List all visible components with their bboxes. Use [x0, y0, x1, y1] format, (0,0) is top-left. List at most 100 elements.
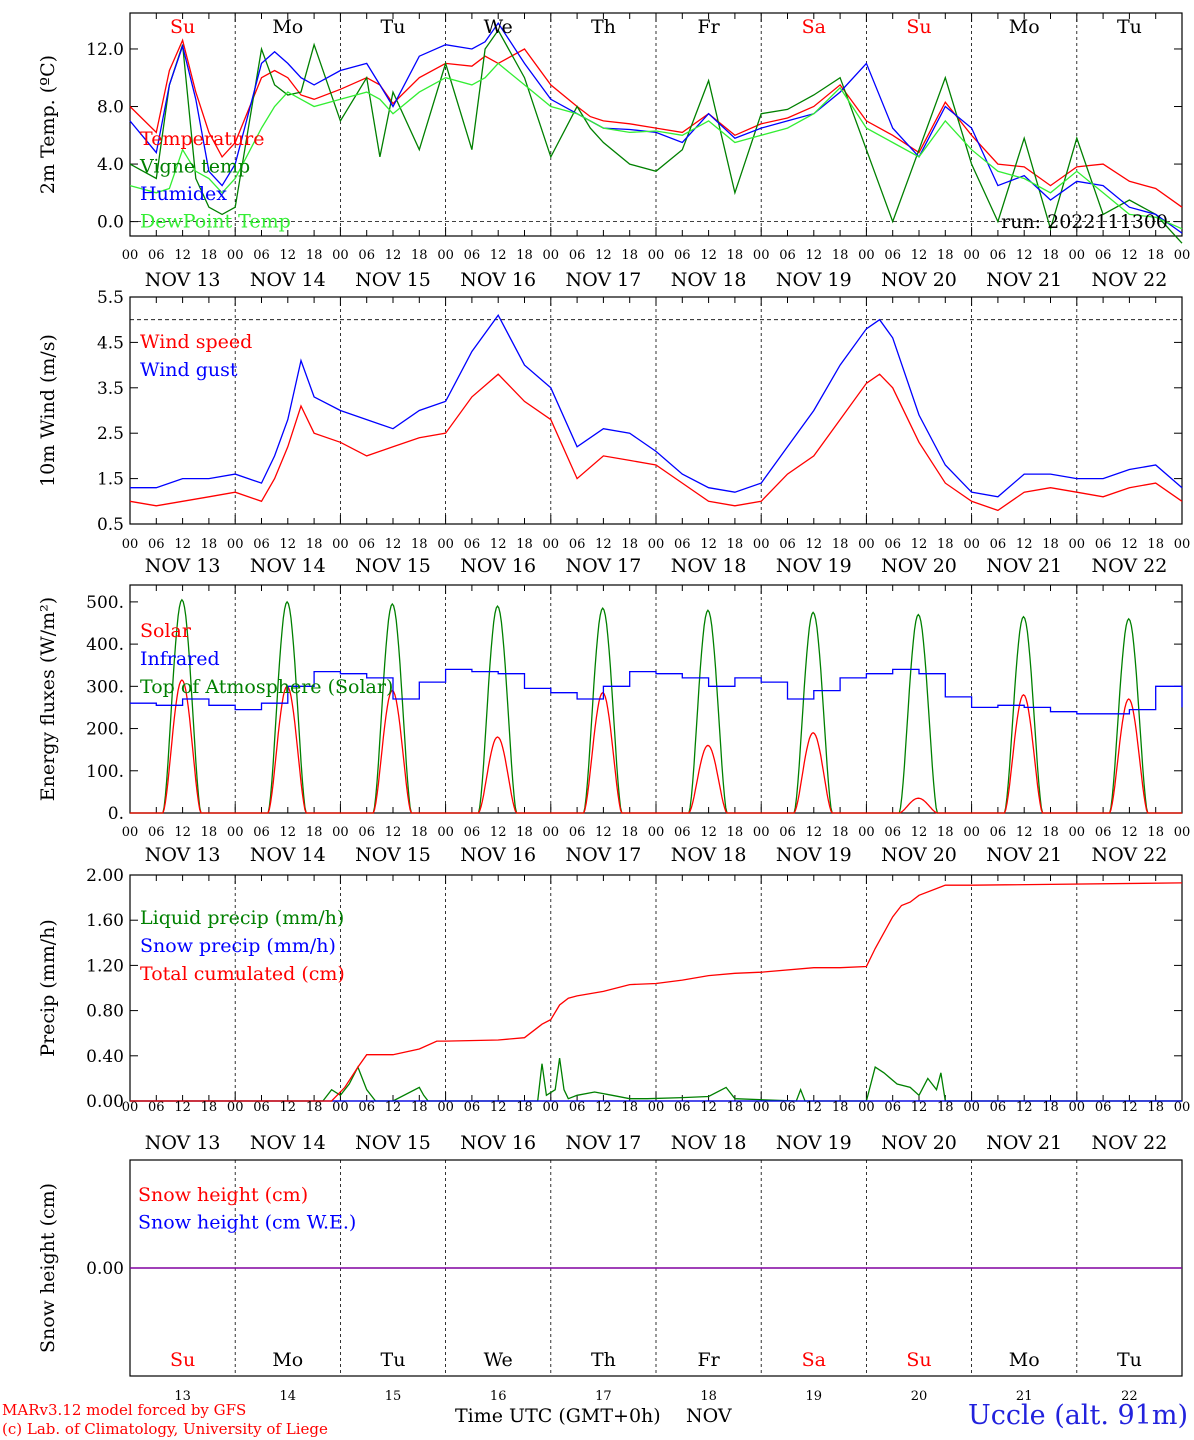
- precip-hour-label: 18: [201, 1100, 218, 1115]
- temperature-day-name: Tu: [1117, 16, 1142, 38]
- precip-hour-label: 12: [595, 1100, 612, 1115]
- wind-hour-label: 06: [779, 537, 796, 552]
- temperature-hour-label: 12: [1016, 248, 1033, 263]
- fluxes-hour-label: 00: [1069, 825, 1086, 840]
- temperature-hour-label: 00: [858, 248, 875, 263]
- temperature-hour-label: 06: [779, 248, 796, 263]
- precip-hour-label: 00: [858, 1100, 875, 1115]
- toa-solar-line: [656, 609, 762, 814]
- fluxes-hour-label: 18: [1042, 825, 1059, 840]
- temperature-legend-entry: Humidex: [140, 183, 227, 205]
- temperature-hour-label: 18: [411, 248, 428, 263]
- precip-hour-label: 00: [227, 1100, 244, 1115]
- solar-line: [340, 689, 446, 814]
- toa-solar-line: [971, 615, 1077, 814]
- temperature-hour-label: 00: [963, 248, 980, 263]
- wind-hour-label: 06: [569, 537, 586, 552]
- temperature-day-name: We: [484, 16, 513, 38]
- precip-date-label: NOV 13: [145, 1132, 221, 1154]
- temperature-hour-label: 18: [727, 248, 744, 263]
- day-number: 22: [1121, 1389, 1138, 1404]
- temperature-hour-label: 00: [1174, 248, 1191, 263]
- fluxes-hour-label: 18: [727, 825, 744, 840]
- temperature-hour-label: 06: [1095, 248, 1112, 263]
- fluxes-hour-label: 18: [411, 825, 428, 840]
- day-number: 18: [700, 1389, 717, 1404]
- precip-series-line: [130, 882, 1183, 1102]
- toa-solar-line: [340, 602, 446, 814]
- solar-line: [445, 736, 551, 814]
- precip-hour-label: 18: [621, 1100, 638, 1115]
- wind-hour-label: 12: [806, 537, 823, 552]
- precip-hour-label: 00: [648, 1100, 665, 1115]
- fluxes-hour-label: 00: [753, 825, 770, 840]
- precip-hour-label: 18: [832, 1100, 849, 1115]
- fluxes-hour-label: 00: [332, 825, 349, 840]
- temperature-hour-label: 00: [227, 248, 244, 263]
- lab-credit-line: (c) Lab. of Climatology, University of L…: [2, 1420, 328, 1438]
- temperature-day-name: Tu: [381, 16, 406, 38]
- wind-legend-entry: Wind gust: [140, 359, 238, 381]
- fluxes-date-label: NOV 20: [881, 844, 957, 866]
- wind-hour-label: 12: [490, 537, 507, 552]
- snow-day-name: Su: [906, 1349, 931, 1371]
- fluxes-ylabel: Energy fluxes (W/m²): [37, 597, 59, 801]
- wind-ytick-label: 2.5: [97, 424, 124, 444]
- wind-series-line: [129, 373, 1183, 512]
- wind-hour-label: 18: [201, 537, 218, 552]
- fluxes-hour-label: 12: [490, 825, 507, 840]
- snow-ytick-label: 0.00: [86, 1259, 124, 1279]
- temperature-legend-entry: Vigne temp: [139, 156, 250, 178]
- fluxes-ytick-label: 100.: [86, 762, 124, 782]
- temperature-day-name: Th: [591, 16, 616, 38]
- precip-hour-label: 12: [490, 1100, 507, 1115]
- wind-ytick-label: 4.5: [97, 333, 124, 353]
- fluxes-hour-label: 12: [911, 825, 928, 840]
- temperature-hour-label: 06: [253, 248, 270, 263]
- precip-date-label: NOV 22: [1091, 1132, 1167, 1154]
- fluxes-hour-label: 12: [385, 825, 402, 840]
- precip-hour-label: 18: [516, 1100, 533, 1115]
- run-annotation: run: 2022111300: [1001, 211, 1168, 233]
- wind-hour-label: 18: [621, 537, 638, 552]
- wind-ylabel: 10m Wind (m/s): [37, 334, 59, 487]
- snow-day-name: Su: [170, 1349, 195, 1371]
- precip-hour-label: 06: [253, 1100, 270, 1115]
- day-number: 14: [280, 1389, 297, 1404]
- toa-solar-line: [130, 598, 236, 814]
- temperature-ytick-label: 12.0: [86, 40, 124, 60]
- snow-day-name: Sa: [802, 1349, 826, 1371]
- fluxes-hour-label: 06: [1095, 825, 1112, 840]
- temperature-hour-label: 12: [1121, 248, 1138, 263]
- snow-day-name: Mo: [1009, 1349, 1040, 1371]
- wind-hour-label: 06: [464, 537, 481, 552]
- temperature-legend-entry: DewPoint Temp: [140, 211, 291, 233]
- precip-hour-label: 00: [963, 1100, 980, 1115]
- fluxes-date-label: NOV 14: [250, 844, 326, 866]
- temperature-hour-label: 12: [806, 248, 823, 263]
- wind-hour-label: 00: [1174, 537, 1191, 552]
- snow-ylabel: Snow height (cm): [37, 1183, 59, 1353]
- temperature-day-name: Fr: [697, 16, 720, 38]
- wind-hour-label: 00: [963, 537, 980, 552]
- fluxes-hour-label: 00: [963, 825, 980, 840]
- wind-hour-label: 18: [411, 537, 428, 552]
- temperature-hour-label: 12: [911, 248, 928, 263]
- fluxes-hour-label: 12: [1121, 825, 1138, 840]
- temperature-hour-label: 12: [700, 248, 717, 263]
- precip-date-label: NOV 15: [355, 1132, 431, 1154]
- temperature-hour-label: 06: [464, 248, 481, 263]
- solar-line: [656, 744, 762, 814]
- precip-hour-label: 18: [1147, 1100, 1164, 1115]
- temperature-series-line: [129, 29, 1183, 244]
- wind-ytick-label: 1.5: [97, 470, 124, 490]
- temperature-hour-label: 06: [358, 248, 375, 263]
- wind-hour-label: 12: [174, 537, 191, 552]
- wind-hour-label: 00: [753, 537, 770, 552]
- temperature-date-label: NOV 15: [355, 269, 431, 291]
- wind-hour-label: 12: [700, 537, 717, 552]
- wind-hour-label: 18: [937, 537, 954, 552]
- temperature-hour-label: 18: [1042, 248, 1059, 263]
- fluxes-ytick-label: 500.: [86, 593, 124, 613]
- precip-hour-label: 12: [385, 1100, 402, 1115]
